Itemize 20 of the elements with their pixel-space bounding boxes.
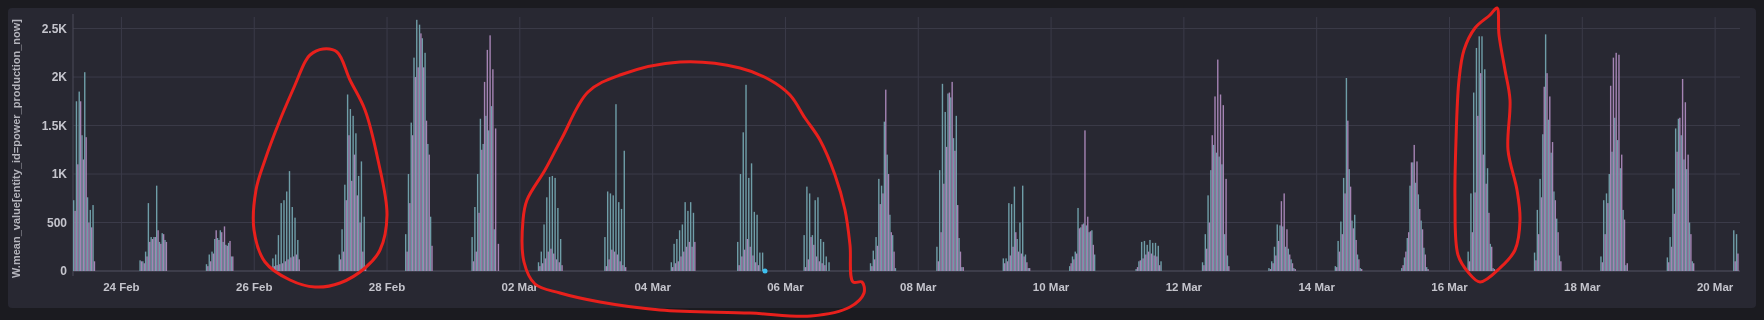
- x-tick-label: 06 Mar: [767, 281, 805, 293]
- x-tick-label: 28 Feb: [368, 281, 406, 293]
- x-tick-label: 18 Mar: [1564, 281, 1602, 293]
- y-tick-label: 1.5K: [41, 118, 68, 133]
- x-tick-label: 14 Mar: [1298, 281, 1336, 293]
- y-tick-label: 500: [46, 215, 68, 230]
- x-tick-label: 24 Feb: [103, 281, 140, 293]
- y-tick-label: 2.5K: [41, 21, 68, 36]
- x-tick-label: 08 Mar: [900, 281, 937, 293]
- x-tick-label: 16 Mar: [1431, 281, 1469, 293]
- x-tick-label: 12 Mar: [1165, 281, 1203, 293]
- x-tick-label: 10 Mar: [1032, 281, 1070, 293]
- x-tick-label: 04 Mar: [634, 281, 672, 293]
- x-tick-label: 26 Feb: [236, 281, 273, 293]
- x-tick-label: 02 Mar: [501, 281, 539, 293]
- x-tick-label: 20 Mar: [1696, 281, 1734, 293]
- y-tick-label: 2K: [51, 70, 68, 85]
- y-tick-label: 0: [60, 264, 68, 279]
- y-axis-title: W.mean_value[entity_id=power_production_now]: [10, 18, 22, 278]
- y-tick-label: 1K: [51, 167, 68, 182]
